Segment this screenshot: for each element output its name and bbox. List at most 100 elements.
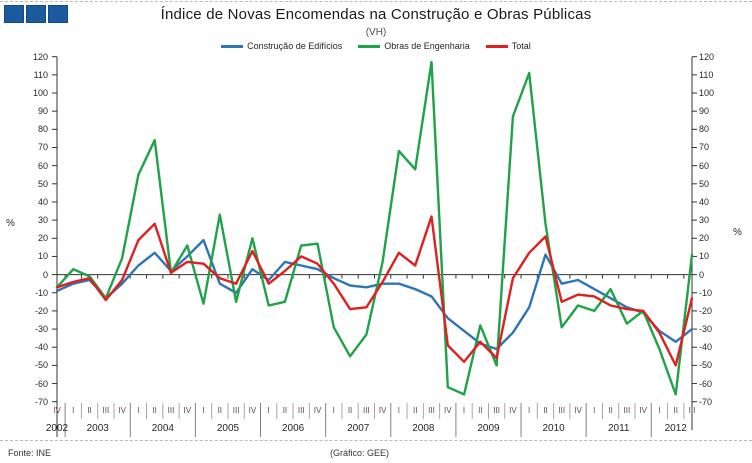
- y-axis-label-left: 100: [32, 88, 48, 99]
- y-axis-label-right: -30: [699, 324, 713, 335]
- x-quarter-label: IV: [53, 406, 61, 415]
- x-year-label: 2009: [477, 423, 500, 434]
- legend-label: Construção de Edifícios: [247, 41, 343, 51]
- x-year-label: 2008: [412, 423, 435, 434]
- y-axis-label-left: -10: [34, 287, 48, 298]
- x-quarter-label: I: [593, 406, 596, 415]
- x-year-label: 2005: [216, 423, 240, 434]
- y-axis-label-left: 30: [37, 215, 48, 226]
- x-quarter-label: II: [282, 406, 288, 415]
- x-quarter-label: I: [528, 406, 531, 415]
- y-axis-label-right: 60: [699, 160, 710, 171]
- legend: Construção de Edifícios Obras de Engenha…: [0, 41, 752, 51]
- x-quarter-label: IV: [378, 406, 387, 415]
- y-axis-label-right: 50: [699, 178, 710, 189]
- x-year-label: 2010: [542, 423, 565, 434]
- y-axis-label-right: 110: [699, 69, 714, 80]
- y-axis-label-left: 60: [37, 160, 48, 171]
- y-axis-label-left: 120: [32, 51, 48, 62]
- y-axis-label-right: -20: [699, 305, 713, 316]
- y-axis-label-left: -30: [34, 324, 48, 335]
- x-quarter-label: I: [202, 406, 205, 415]
- x-quarter-label: III: [167, 406, 175, 415]
- legend-swatch-red: [485, 44, 508, 48]
- x-quarter-label: II: [412, 406, 418, 415]
- y-axis-label-right: -40: [699, 342, 713, 353]
- x-quarter-label: III: [232, 406, 240, 415]
- x-quarter-label: IV: [443, 406, 452, 415]
- y-axis-label-right: 10: [699, 251, 710, 262]
- legend-item-total: Total: [485, 41, 531, 51]
- y-axis-label-right: 70: [699, 142, 710, 153]
- x-quarter-label: IV: [574, 406, 582, 415]
- y-axis-label-right: 90: [699, 106, 710, 117]
- x-quarter-label: II: [347, 406, 353, 415]
- y-axis-label-left: 40: [37, 196, 48, 207]
- x-quarter-label: I: [462, 406, 466, 415]
- y-axis-label-right: -70: [699, 396, 713, 407]
- series-line-obras-de-engenharia: [55, 60, 694, 396]
- x-quarter-label: I: [137, 406, 140, 415]
- source-note: Fonte: INE: [8, 448, 52, 458]
- x-quarter-label: I: [332, 406, 335, 415]
- legend-swatch-blue: [221, 44, 244, 48]
- y-axis-label-right: 20: [699, 233, 710, 244]
- x-quarter-label: III: [297, 406, 305, 415]
- legend-label: Total: [511, 41, 531, 51]
- chart-title: Índice de Novas Encomendas na Construção…: [160, 6, 592, 23]
- x-quarter-label: III: [558, 406, 566, 415]
- y-axis-label-left: 20: [37, 233, 48, 244]
- y-axis-label-right: -50: [699, 360, 713, 371]
- x-quarter-label: I: [397, 406, 401, 415]
- x-quarter-label: IV: [183, 406, 192, 415]
- x-quarter-label: IV: [248, 406, 257, 415]
- logo-square: [4, 5, 24, 23]
- legend-swatch-green: [358, 44, 381, 48]
- x-quarter-label: II: [608, 406, 613, 415]
- y-axis-label-left: 0: [42, 269, 48, 280]
- logo-square: [26, 5, 46, 23]
- x-quarter-label: II: [673, 406, 678, 415]
- y-axis-label-right: 0: [699, 269, 705, 280]
- x-quarter-label: II: [152, 406, 157, 415]
- x-quarter-label: II: [217, 406, 223, 415]
- x-quarter-label: IV: [639, 406, 647, 415]
- x-quarter-label: III: [493, 406, 500, 415]
- y-axis-unit-right: %: [733, 227, 742, 238]
- x-year-label: 2011: [607, 423, 630, 434]
- x-quarter-label: I: [658, 406, 661, 415]
- x-quarter-label: III: [623, 406, 631, 415]
- legend-item-obras-de-engenharia: Obras de Engenharia: [358, 41, 470, 51]
- y-axis-unit-left: %: [6, 218, 15, 229]
- y-axis-label-right: 40: [699, 196, 710, 207]
- x-year-label: 2004: [151, 423, 174, 434]
- x-year-label: 2003: [86, 423, 109, 434]
- y-axis-label-left: -50: [34, 360, 48, 371]
- chart-subtitle: (VH): [365, 27, 387, 38]
- y-axis-label-right: -10: [699, 287, 713, 298]
- credit-note: (Gráfico: GEE): [330, 448, 390, 458]
- x-quarter-label: II: [478, 406, 483, 415]
- logo-square: [48, 5, 68, 23]
- y-axis-label-right: 30: [699, 215, 710, 226]
- x-quarter-label: IV: [509, 406, 517, 415]
- x-quarter-label: I: [72, 406, 75, 415]
- logo-blue-squares: [4, 5, 68, 23]
- y-axis-label-right: 80: [699, 124, 710, 135]
- y-axis-label-left: -70: [34, 396, 48, 407]
- x-quarter-label: III: [688, 406, 696, 415]
- y-axis-label-left: 80: [37, 124, 48, 135]
- y-axis-label-right: 100: [699, 88, 715, 99]
- y-axis-label-left: 70: [37, 142, 48, 153]
- y-axis-label-left: 50: [37, 178, 48, 189]
- y-axis-label-right: -60: [699, 378, 713, 389]
- x-quarter-label: III: [428, 406, 435, 415]
- y-axis-label-left: 110: [33, 69, 48, 80]
- x-quarter-label: IV: [118, 406, 126, 415]
- y-axis-label-left: -40: [34, 342, 48, 353]
- x-quarter-label: III: [363, 406, 370, 415]
- x-year-label: 2002: [45, 423, 69, 434]
- legend-label: Obras de Engenharia: [384, 41, 470, 51]
- x-quarter-label: III: [102, 406, 110, 415]
